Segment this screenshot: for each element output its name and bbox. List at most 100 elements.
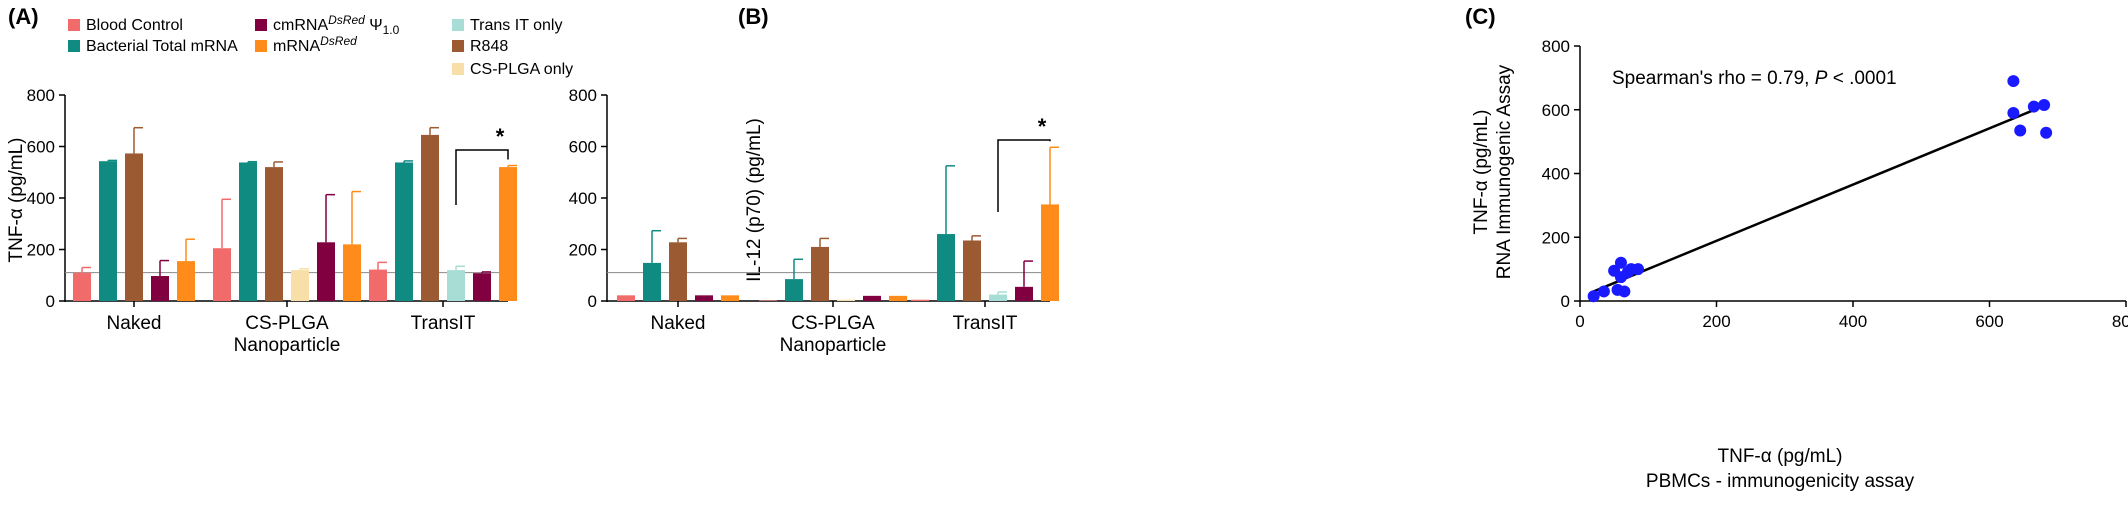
bar-a-r848 [421,134,439,301]
y-axis-title-b: IL-12 (p70) (pg/mL) [744,118,765,282]
bar-b-bacterial [785,279,803,301]
y-tick-label-c: 800 [1542,37,1570,56]
legend-label-r848: R848 [470,38,508,55]
bar-b-transit_only [989,294,1007,301]
bar-a-r848 [265,167,283,301]
y-tick-label-c: 400 [1542,165,1570,184]
scatter-point [1587,290,1600,303]
regression-line [1593,103,2047,293]
legend-label-transit_only: Trans IT only [470,17,562,34]
scatter-point [2014,124,2027,137]
y-tick-label-b: 800 [569,86,597,105]
scatter-point [1618,285,1631,298]
bar-a-bacterial [239,162,257,301]
bar-b-r848 [811,246,829,301]
bar-a-cmrna [151,276,169,301]
legend-label-csplga_only: CS-PLGA only [470,61,573,78]
y-tick-label-a: 400 [27,189,55,208]
bar-b-cmrna [1015,286,1033,301]
category-label-a: Naked [107,313,162,334]
bar-b-mrna [1041,204,1059,301]
scatter-point [1632,263,1645,276]
bar-a-blood [369,269,387,301]
chart-panel-c: TNF-α (pg/mL) RNA Immunogenic Assay TNF-… [1471,37,2128,492]
bar-a-bacterial [395,162,413,301]
scatter-point [2027,100,2040,113]
bar-a-mrna [499,167,517,301]
y-axis-title-a: TNF-α (pg/mL) [6,138,27,263]
scatter-point [2007,106,2020,119]
y-tick-label-b: 0 [588,292,597,311]
panel-label-b: (B) [738,4,769,29]
bar-b-mrna [889,295,907,301]
y-tick-label-c: 0 [1561,292,1570,311]
bar-b-blood [617,295,635,301]
y-tick-label-a: 0 [46,292,55,311]
category-label-b: Naked [651,313,706,334]
category-label-b: CS-PLGA [791,313,875,334]
legend-swatch-csplga_only [452,63,464,75]
panel-label-a: (A) [8,4,39,29]
category-label-b: TransIT [953,313,1018,334]
bar-a-bacterial [99,161,117,301]
scatter-point [2007,75,2020,88]
x-axis-title-c-line2: PBMCs - immunogenicity assay [1646,471,1915,492]
bar-b-bacterial [937,234,955,301]
bar-a-csplga_only [291,270,309,301]
y-tick-label-b: 200 [569,241,597,260]
significance-bracket-a [455,149,509,205]
x-tick-label-c: 800 [2112,312,2128,331]
bar-b-bacterial [643,262,661,301]
x-axis-title-c-line1: TNF-α (pg/mL) [1718,446,1843,467]
correlation-annotation: Spearman's rho = 0.79, P < .0001 [1612,68,1897,89]
y-tick-label-b: 600 [569,138,597,157]
y-axis-title-c-line2: RNA Immunogenic Assay [1494,64,1515,279]
bar-b-cmrna [863,295,881,301]
scatter-point [1614,256,1627,269]
bar-a-transit_only [447,270,465,301]
y-axis-title-c-line1: TNF-α (pg/mL) [1471,110,1492,235]
scatter-point [2040,126,2053,139]
category-label-a: CS-PLGA [245,313,329,334]
x-tick-label-c: 400 [1839,312,1867,331]
legend-swatch-transit_only [452,19,464,31]
y-tick-label-a: 200 [27,241,55,260]
significance-bracket-b [997,139,1051,212]
y-tick-label-c: 200 [1542,228,1570,247]
legend-swatch-mrna [255,40,267,52]
legend-swatch-r848 [452,40,464,52]
bar-a-mrna [177,261,195,301]
bar-b-cmrna [695,295,713,301]
legend-swatch-blood [68,19,80,31]
legend-swatch-bacterial [68,40,80,52]
bar-b-mrna [721,295,739,301]
y-tick-label-a: 800 [27,86,55,105]
x-tick-label-c: 0 [1575,312,1584,331]
bar-b-blood [759,300,777,301]
bar-b-blood [911,299,929,301]
bar-b-r848 [669,242,687,301]
bar-a-mrna [343,244,361,301]
y-tick-label-c: 600 [1542,101,1570,120]
x-tick-label-c: 200 [1702,312,1730,331]
bar-a-r848 [125,153,143,301]
chart-panel-b: IL-12 (p70) (pg/mL) 0 200 400 600 800 Naked CS… [569,86,1059,356]
category-label-b: Nanoparticle [780,335,887,356]
legend-label-bacterial: Bacterial Total mRNA [86,38,238,55]
bar-a-cmrna [317,242,335,301]
y-tick-label-b: 400 [569,189,597,208]
scatter-point [1597,285,1610,298]
legend-label-blood: Blood Control [86,17,183,34]
significance-star-a: * [496,124,505,149]
bar-a-blood [213,248,231,301]
bar-a-cmrna [473,273,491,301]
chart-panel-a: TNF-α (pg/mL) 0 200 400 600 800 Naked CS-PLGAN… [6,86,517,356]
panel-label-c: (C) [1465,4,1496,29]
y-tick-label-a: 600 [27,138,55,157]
category-label-a: Nanoparticle [234,335,341,356]
scatter-point [2038,98,2051,111]
bar-b-csplga_only [837,299,855,301]
legend-label-mrna: mRNADsRed [273,34,357,55]
